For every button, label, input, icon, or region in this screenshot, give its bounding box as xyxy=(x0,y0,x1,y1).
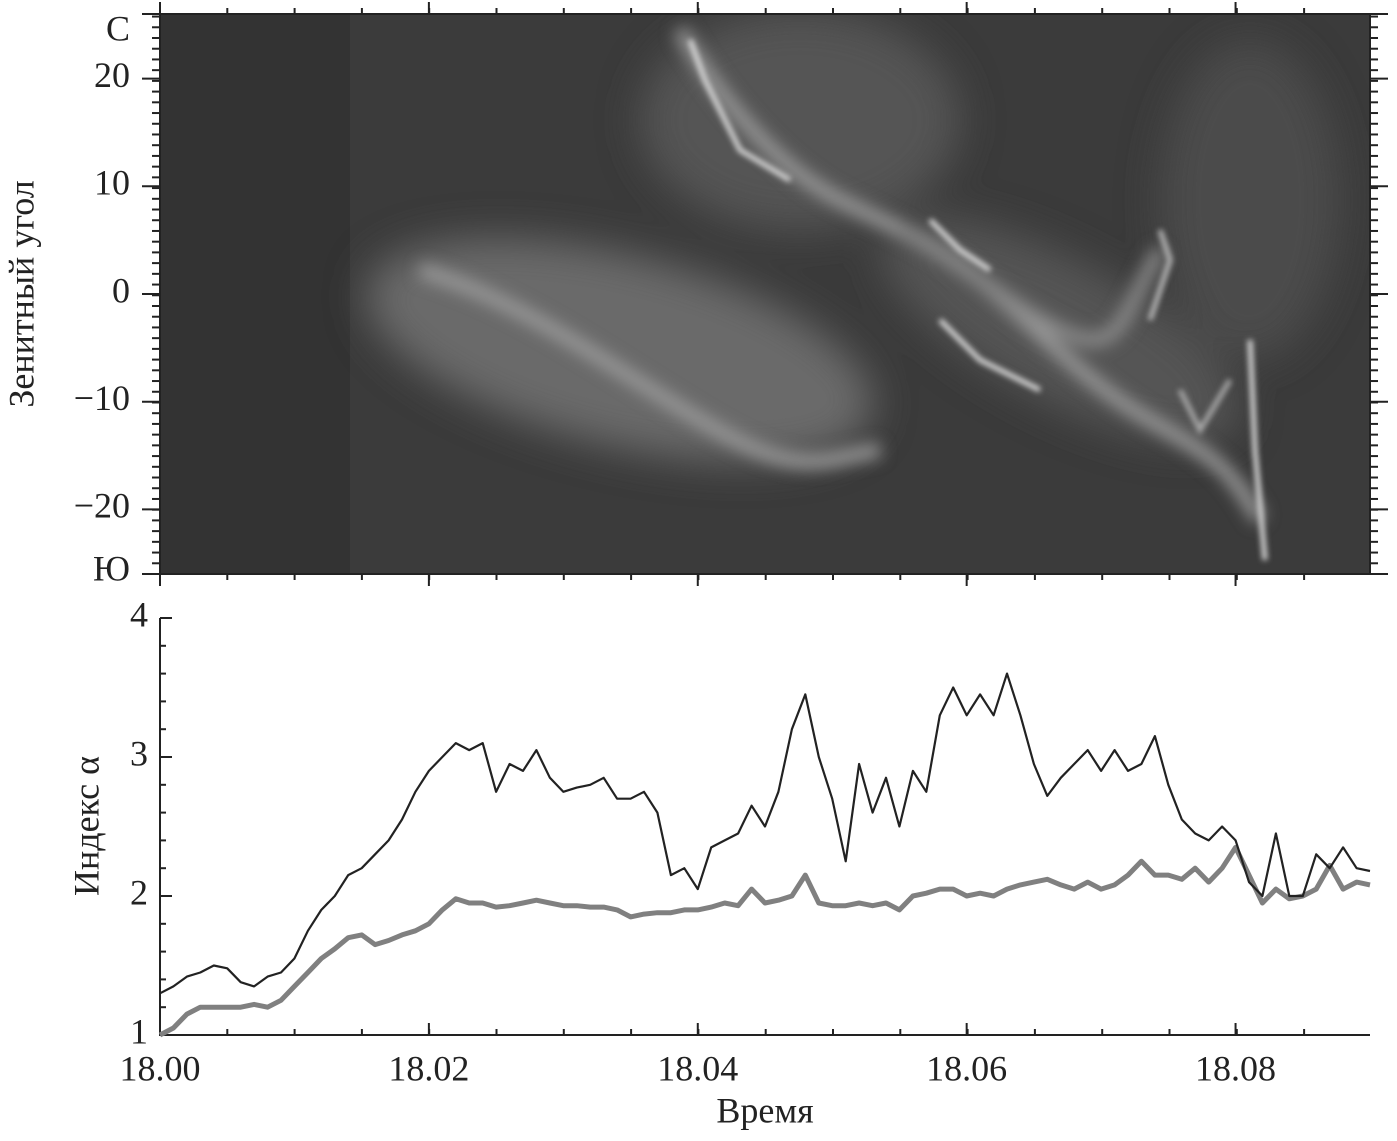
y-tick-label: 4 xyxy=(130,594,148,634)
y-axis-label: Зенитный угол xyxy=(1,180,41,407)
y-tick-label: 10 xyxy=(94,163,130,203)
x-tick-label: 18.06 xyxy=(926,1048,1007,1088)
y-tick-label: −20 xyxy=(74,486,130,526)
y-tick-label: С xyxy=(106,8,130,48)
x-tick-label: 18.02 xyxy=(388,1048,469,1088)
series-line xyxy=(158,844,1371,1038)
y-tick-label: −10 xyxy=(74,378,130,418)
keogram-image xyxy=(160,14,1370,574)
y-tick-label: 20 xyxy=(94,55,130,95)
y-tick-label: 2 xyxy=(130,872,148,912)
y-tick-label: Ю xyxy=(93,548,130,588)
x-tick-label: 18.00 xyxy=(120,1048,201,1088)
x-axis-label: Время xyxy=(716,1090,813,1130)
x-tick-label: 18.04 xyxy=(657,1048,738,1088)
x-tick-label: 18.08 xyxy=(1195,1048,1276,1088)
y-tick-label: 1 xyxy=(130,1011,148,1051)
y-tick-label: 0 xyxy=(112,270,130,310)
series-line xyxy=(159,672,1371,995)
y-tick-label: 3 xyxy=(130,733,148,773)
y-axis-label: Индекс α xyxy=(66,756,106,896)
